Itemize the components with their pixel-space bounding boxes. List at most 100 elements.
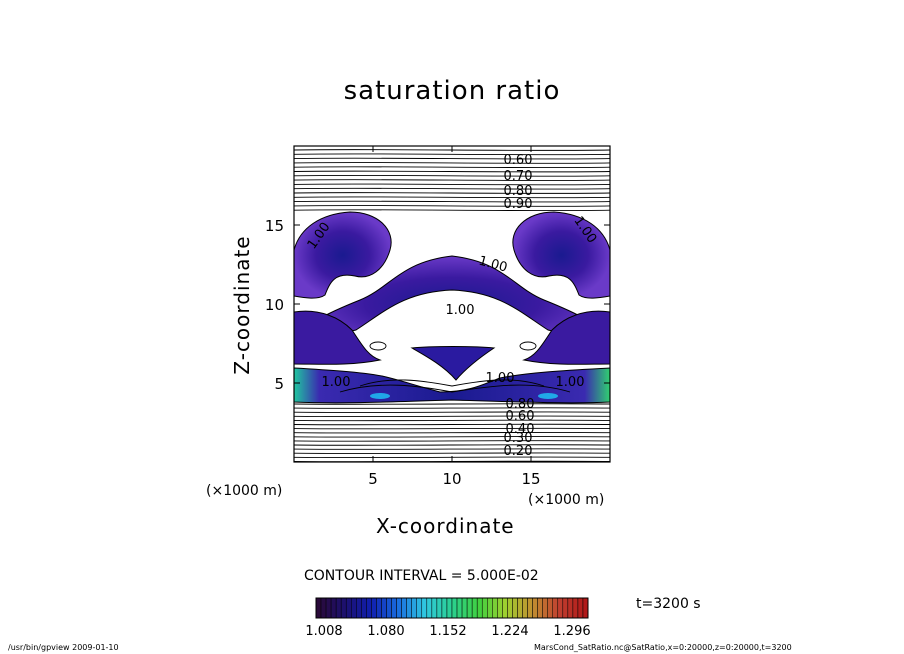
- colorbar-cell: [557, 597, 564, 619]
- colorbar-tick-label: 1.296: [553, 624, 591, 639]
- colorbar-cell: [456, 597, 463, 619]
- colorbar-cell: [552, 597, 559, 619]
- colorbar-cell: [396, 597, 402, 619]
- colorbar-cell: [401, 597, 407, 619]
- colorbar-cell: [562, 597, 569, 619]
- contour-label: 0.60: [504, 153, 533, 168]
- region-center-bowl: [410, 346, 496, 381]
- colorbar-cell: [582, 597, 589, 619]
- colorbar-cell: [406, 597, 412, 619]
- contour-line: [294, 162, 610, 164]
- contour-label: 0.90: [504, 197, 533, 212]
- contour-line: [294, 200, 610, 203]
- colorbar-cell: [567, 597, 574, 619]
- colorbar-cell: [487, 597, 493, 619]
- colorbar-cell: [376, 597, 382, 619]
- colorbar-cell: [411, 597, 417, 619]
- colorbar-tick-label: 1.008: [305, 624, 343, 639]
- shaded-regions: [294, 211, 610, 404]
- contour-line: [294, 403, 610, 405]
- contour-label: 0.80: [506, 397, 535, 412]
- contour-line: [294, 187, 610, 190]
- colorbar-cell: [340, 597, 347, 619]
- contour-line: [294, 183, 610, 186]
- colorbar-cell: [366, 597, 372, 619]
- colorbar-cell: [371, 597, 377, 619]
- colorbar-cell: [577, 597, 584, 619]
- contour-lines: [294, 149, 610, 462]
- region-top-left: [294, 211, 392, 299]
- x-tick-label: 15: [521, 470, 540, 488]
- contour-line: [294, 448, 610, 450]
- colorbar-cell: [547, 597, 553, 619]
- contour-label: 0.70: [504, 169, 533, 184]
- y-tick-label: 10: [265, 296, 284, 314]
- contour-line: [294, 153, 610, 156]
- footer-program: /usr/bin/gpview 2009-01-10: [8, 643, 119, 652]
- region-top-right: [512, 211, 610, 299]
- colorbar-cell: [421, 597, 428, 619]
- colorbar-cell: [436, 597, 443, 619]
- colorbar-cell: [446, 597, 453, 619]
- colorbar-cell: [481, 597, 488, 619]
- region-speck-2: [538, 393, 558, 399]
- region-band-right: [522, 310, 610, 365]
- contour-line: [294, 196, 610, 199]
- chart-title: saturation ratio: [343, 76, 561, 106]
- contour-line: [294, 452, 610, 454]
- contour-line: [294, 179, 610, 181]
- contour-line: [294, 157, 610, 160]
- contour-loop: [519, 341, 537, 351]
- colorbar: [315, 597, 589, 619]
- contour-label: 1.00: [446, 303, 475, 318]
- x-axis-label: X-coordinate: [376, 514, 515, 538]
- colorbar-cell: [572, 597, 579, 619]
- colorbar-cell: [345, 597, 352, 619]
- colorbar-cell: [507, 597, 513, 619]
- contour-line: [294, 415, 610, 418]
- colorbar-cell: [451, 597, 458, 619]
- contour-line: [294, 209, 610, 212]
- contour-line: [294, 427, 610, 430]
- colorbar-tick-label: 1.224: [491, 624, 529, 639]
- contour-label: 1.00: [486, 371, 515, 386]
- contour-line: [294, 440, 610, 442]
- colorbar-cell: [527, 597, 533, 619]
- contour-line: [294, 419, 610, 422]
- contour-line: [339, 384, 571, 393]
- colorbar-cell: [361, 597, 367, 619]
- colorbar-cell: [330, 597, 337, 619]
- contour-line: [294, 423, 610, 426]
- axis-ticks: 5 10 15 5 10 15: [265, 146, 610, 488]
- x-unit-label-right: (×1000 m): [528, 492, 605, 508]
- colorbar-cell: [512, 597, 518, 619]
- contour-line: [294, 166, 610, 169]
- contour-interval-text: CONTOUR INTERVAL = 5.000E-02: [304, 568, 539, 584]
- colorbar-cell: [381, 597, 387, 619]
- contour-line: [294, 456, 610, 459]
- colorbar-cell: [502, 597, 508, 619]
- colorbar-cell: [315, 597, 322, 619]
- time-label: t=3200 s: [636, 596, 701, 612]
- y-tick-label: 15: [265, 217, 284, 235]
- contour-line: [294, 170, 610, 173]
- colorbar-cell: [492, 597, 498, 619]
- colorbar-cell: [497, 597, 503, 619]
- region-speck-1: [370, 393, 390, 399]
- colorbar-cell: [522, 597, 528, 619]
- contour-line: [294, 431, 610, 434]
- colorbar-cell: [320, 597, 327, 619]
- colorbar-cell: [471, 597, 478, 619]
- contour-line: [359, 379, 545, 387]
- colorbar-cell: [335, 597, 342, 619]
- contour-label: 1.00: [477, 254, 509, 276]
- colorbar-cell: [476, 597, 483, 619]
- contour-line: [294, 205, 610, 207]
- colorbar-cell: [351, 597, 357, 619]
- colorbar-cell: [416, 597, 423, 619]
- colorbar-cell: [391, 597, 397, 619]
- colorbar-cell: [461, 597, 468, 619]
- contour-line: [294, 192, 610, 194]
- region-band-left: [294, 310, 382, 365]
